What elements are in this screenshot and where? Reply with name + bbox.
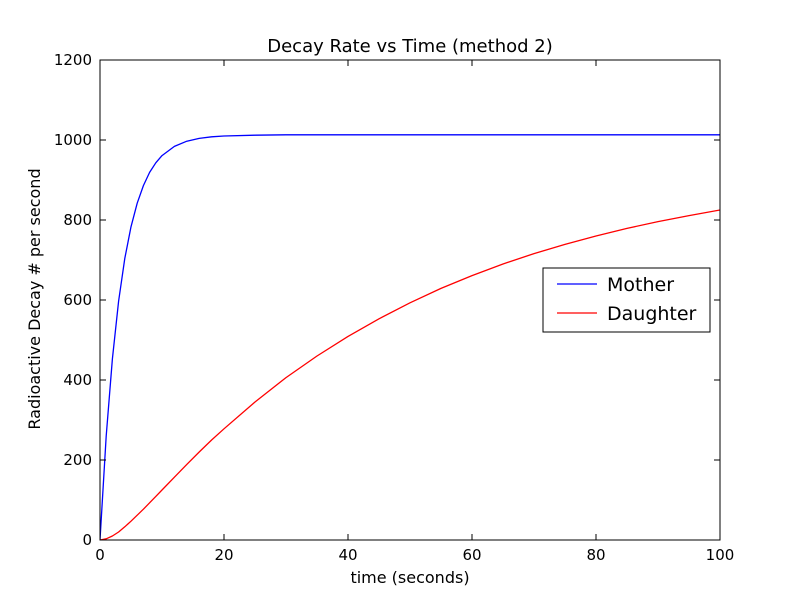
y-tick-label: 0 bbox=[82, 531, 92, 549]
series-line-mother bbox=[100, 134, 720, 540]
y-axis-label: Radioactive Decay # per second bbox=[25, 168, 44, 429]
legend: Mother Daughter bbox=[542, 267, 711, 333]
legend-label-mother: Mother bbox=[607, 274, 674, 296]
x-tick-label: 100 bbox=[706, 546, 735, 564]
legend-label-daughter: Daughter bbox=[607, 303, 697, 325]
x-tick-label: 20 bbox=[214, 546, 233, 564]
x-tick-label: 80 bbox=[586, 546, 605, 564]
x-tick-label: 60 bbox=[462, 546, 481, 564]
x-tick-label: 0 bbox=[95, 546, 105, 564]
x-axis-label: time (seconds) bbox=[350, 568, 469, 587]
x-tick-label: 40 bbox=[338, 546, 357, 564]
chart-title: Decay Rate vs Time (method 2) bbox=[267, 36, 553, 57]
y-tick-label: 800 bbox=[63, 211, 92, 229]
series-line-daughter bbox=[100, 209, 720, 540]
y-tick-label: 400 bbox=[63, 371, 92, 389]
y-tick-label: 1000 bbox=[54, 131, 92, 149]
legend-box bbox=[542, 267, 711, 333]
y-tick-label: 1200 bbox=[54, 51, 92, 69]
plot-area: 0 20 40 60 80 100020040060080010001200MotherD… bbox=[54, 51, 735, 564]
y-tick-label: 600 bbox=[63, 291, 92, 309]
y-tick-label: 200 bbox=[63, 451, 92, 469]
